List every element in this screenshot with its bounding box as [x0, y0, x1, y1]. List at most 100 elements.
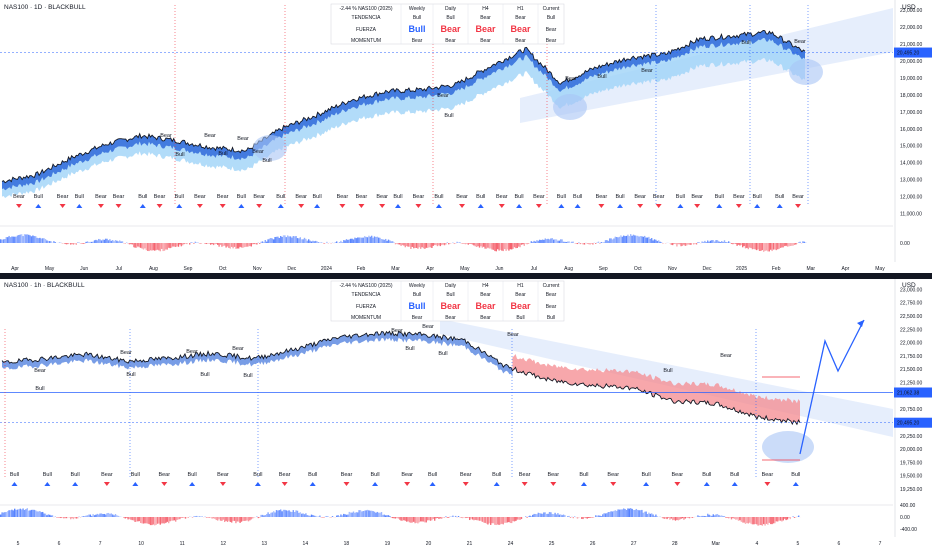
oscillator-bar: [743, 243, 744, 246]
oscillator-bar: [116, 515, 117, 517]
signal-label-bull: Bull: [131, 472, 140, 478]
oscillator-bar: [305, 239, 306, 243]
oscillator-bar: [304, 514, 305, 517]
bull-triangle-icon: [176, 204, 182, 208]
oscillator-bar: [148, 517, 149, 524]
oscillator-bar: [711, 516, 712, 517]
oscillator-bar: [24, 510, 25, 517]
oscillator-bar: [675, 243, 676, 244]
x-tick-label: Oct: [219, 266, 227, 272]
oscillator-bar: [45, 514, 46, 517]
oscillator-bar: [746, 243, 747, 248]
bull-triangle-icon: [189, 482, 195, 486]
oscillator-bar: [563, 515, 564, 517]
signal-cell: Bull: [409, 24, 426, 34]
bull-triangle-icon: [436, 204, 442, 208]
oscillator-bar: [507, 243, 508, 249]
bull-triangle-icon: [310, 482, 316, 486]
y-tick-label: 23,000.00: [900, 8, 922, 14]
bear-triangle-icon: [404, 482, 410, 486]
oscillator-bar: [171, 517, 172, 521]
oscillator-bar: [168, 517, 169, 523]
oscillator-bar: [753, 517, 754, 524]
y-tick-label: 20,750.00: [900, 407, 922, 413]
oscillator-bar: [239, 243, 240, 247]
oscillator-bar: [322, 517, 323, 518]
oscillator-bar: [627, 235, 628, 243]
oscillator-bar: [592, 517, 593, 518]
signal-label-bear: Bear: [547, 472, 559, 478]
oscillator-bar: [610, 238, 611, 243]
oscillator-bar: [235, 243, 236, 249]
y-tick-label: 21,750.00: [900, 354, 922, 360]
oscillator-bar: [763, 243, 764, 252]
oscillator-bar: [638, 510, 639, 517]
oscillator-bar: [186, 243, 187, 244]
signal-cell: Bear: [546, 304, 557, 310]
oscillator-bar: [518, 517, 519, 520]
bear-triangle-icon: [16, 204, 22, 208]
oscillator-bar: [31, 510, 32, 517]
oscillator-bar: [402, 517, 403, 521]
bull-triangle-icon: [793, 482, 799, 486]
x-tick-label: Aug: [149, 266, 158, 272]
oscillator-bar: [704, 241, 705, 243]
oscillator-bar: [623, 508, 624, 517]
oscillator-bar: [430, 517, 431, 521]
bull-triangle-icon: [581, 482, 587, 486]
oscillator-bar: [123, 517, 124, 518]
oscillator-bar: [386, 515, 387, 517]
oscillator-bar: [606, 240, 607, 243]
oscillator-bar: [297, 238, 298, 243]
oscillator-bar: [573, 517, 574, 518]
bear-triangle-icon: [522, 482, 528, 486]
oscillator-bar: [734, 517, 735, 519]
oscillator-bar: [90, 242, 91, 243]
oscillator-bar: [266, 242, 267, 243]
oscillator-bar: [784, 517, 785, 519]
y-tick-label: 20,250.00: [900, 434, 922, 440]
oscillator-bar: [140, 517, 141, 523]
oscillator-bar: [410, 243, 411, 249]
oscillator-bar: [421, 517, 422, 521]
oscillator-bar: [386, 241, 387, 243]
oscillator-bar: [720, 516, 721, 517]
oscillator-bar: [676, 243, 677, 247]
oscillator-bar: [409, 243, 410, 247]
oscillator-bar: [556, 514, 557, 517]
oscillator-bar: [154, 517, 155, 525]
oscillator-bar: [402, 243, 403, 245]
oscillator-bar: [179, 517, 180, 519]
oscillator-bar: [94, 515, 95, 517]
oscillator-bar: [773, 517, 774, 523]
oscillator-bar: [395, 517, 396, 519]
oscillator-bar: [272, 238, 273, 243]
oscillator-bar: [22, 236, 23, 243]
oscillator-bar: [321, 517, 322, 518]
signal-label-bull: Bull: [702, 472, 711, 478]
x-tick-label: 12: [220, 541, 226, 547]
oscillator-bar: [685, 517, 686, 519]
x-tick-label: 7: [99, 541, 102, 547]
oscillator-bar: [143, 243, 144, 250]
oscillator-bar: [8, 510, 9, 517]
oscillator-bar: [787, 517, 788, 519]
oscillator-bar: [476, 243, 477, 247]
oscillator-bar: [300, 512, 301, 517]
signal-label-bear: Bear: [217, 194, 229, 200]
oscillator-bar: [384, 515, 385, 517]
oscillator-bar: [164, 243, 165, 251]
oscillator-bar: [129, 517, 130, 519]
oscillator-bar: [553, 240, 554, 243]
oscillator-bar: [365, 237, 366, 243]
oscillator-bar: [154, 243, 155, 251]
oscillator-bar: [344, 514, 345, 517]
oscillator-bar: [568, 516, 569, 517]
oscillator-bar: [780, 517, 781, 521]
oscillator-bar: [752, 243, 753, 249]
oscillator-bar: [224, 243, 225, 246]
